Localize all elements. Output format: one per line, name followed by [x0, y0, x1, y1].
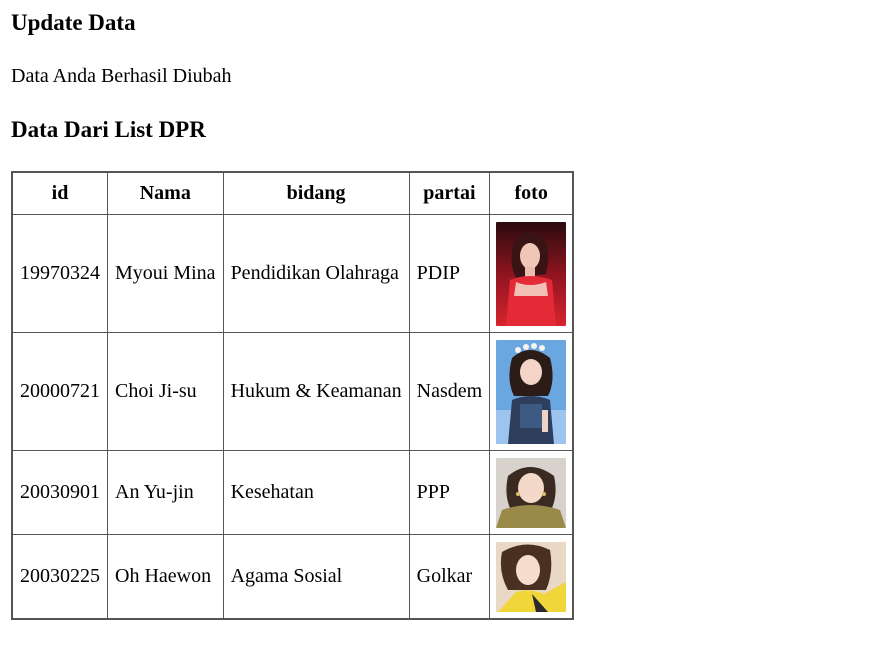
column-header-partai: partai: [408, 171, 491, 215]
member-photo: [496, 457, 567, 528]
cell-bidang: Kesehatan: [222, 450, 410, 535]
dpr-table: id Nama bidang partai foto 19970324 Myou…: [11, 171, 575, 620]
cell-partai: PPP: [408, 450, 491, 535]
cell-foto: [489, 450, 574, 535]
cell-bidang: Pendidikan Olahraga: [222, 214, 410, 333]
cell-nama: Choi Ji-su: [107, 332, 224, 451]
cell-partai: PDIP: [408, 214, 491, 333]
cell-nama: An Yu-jin: [107, 450, 224, 535]
cell-nama: Myoui Mina: [107, 214, 224, 333]
column-header-bidang: bidang: [222, 171, 410, 215]
table-row: 20030901 An Yu-jin Kesehatan PPP: [11, 450, 574, 535]
cell-id: 20000721: [11, 332, 108, 451]
member-photo: [496, 221, 567, 326]
column-header-nama: Nama: [107, 171, 224, 215]
cell-bidang: Agama Sosial: [222, 534, 410, 620]
column-header-foto: foto: [489, 171, 574, 215]
cell-id: 20030901: [11, 450, 108, 535]
cell-foto: [489, 332, 574, 451]
table-row: 20030225 Oh Haewon Agama Sosial Golkar: [11, 534, 574, 620]
cell-id: 20030225: [11, 534, 108, 620]
member-photo: [496, 541, 567, 612]
cell-bidang: Hukum & Keamanan: [222, 332, 410, 451]
cell-foto: [489, 214, 574, 333]
table-row: 19970324 Myoui Mina Pendidikan Olahraga …: [11, 214, 574, 333]
cell-foto: [489, 534, 574, 620]
table-header-row: id Nama bidang partai foto: [11, 171, 574, 215]
column-header-id: id: [11, 171, 108, 215]
update-data-heading: Update Data: [11, 10, 136, 35]
table-row: 20000721 Choi Ji-su Hukum & Keamanan Nas…: [11, 332, 574, 451]
cell-partai: Golkar: [408, 534, 491, 620]
cell-partai: Nasdem: [408, 332, 491, 451]
success-message: Data Anda Berhasil Diubah: [11, 65, 232, 87]
cell-nama: Oh Haewon: [107, 534, 224, 620]
member-photo: [496, 339, 567, 444]
cell-id: 19970324: [11, 214, 108, 333]
dpr-list-heading: Data Dari List DPR: [11, 117, 206, 142]
